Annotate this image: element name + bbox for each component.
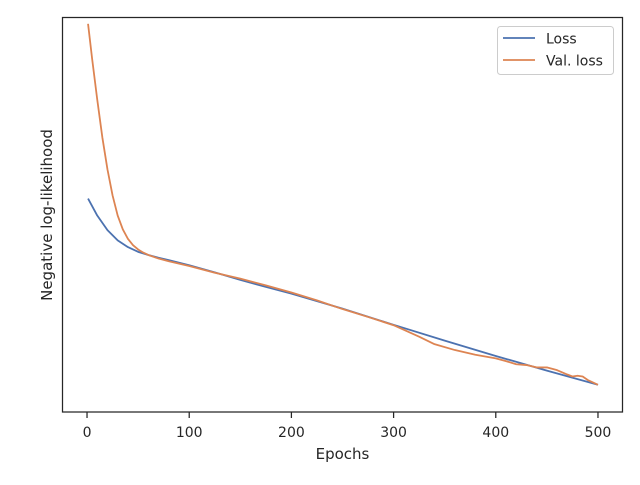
x-tick-label: 400 — [482, 425, 509, 441]
legend: Loss Val. loss — [497, 26, 614, 75]
series-line-val-loss — [87, 23, 599, 386]
x-tick-label: 500 — [585, 425, 612, 441]
x-tick-label: 100 — [176, 425, 203, 441]
series-layer — [87, 23, 599, 386]
x-tick-label: 200 — [278, 425, 305, 441]
x-tick-label: 300 — [380, 425, 407, 441]
y-axis-label: Negative log-likelihood — [38, 129, 56, 301]
x-axis-label: Epochs — [316, 445, 370, 463]
legend-label-val-loss: Val. loss — [546, 54, 603, 70]
x-tick-label: 0 — [83, 425, 92, 441]
x-axis-ticks: 0 100 200 300 400 500 — [83, 412, 612, 441]
plot-frame — [61, 16, 624, 413]
legend-label-loss: Loss — [546, 32, 577, 48]
